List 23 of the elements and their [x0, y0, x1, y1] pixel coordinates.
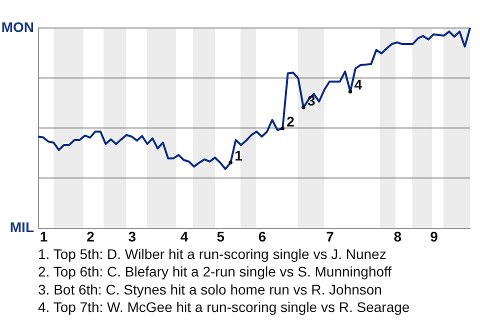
x-tick-label: 3 [128, 228, 136, 244]
x-tick-label: 9 [430, 228, 438, 244]
point [228, 160, 232, 164]
series-label: 2 [286, 113, 295, 130]
text: 3. Bot 6th: C. Stynes hit a solo home run vs R. Johnson [38, 281, 382, 298]
x-tick-label: 6 [258, 228, 266, 244]
x-tick-label: 5 [216, 228, 225, 244]
x-tick-label: 8 [394, 228, 402, 244]
series-label: 4 [354, 76, 362, 93]
point [280, 126, 284, 130]
x-tick-label: 7 [326, 228, 334, 244]
point [302, 106, 306, 110]
x-tick-label: 1 [40, 228, 48, 244]
text: 2. Top 6th: C. Blefary hit a 2-run single vs S. Munninghoff [38, 264, 392, 280]
series-label: 1 [234, 148, 243, 164]
point [348, 90, 352, 94]
text: 1. Top 5th: D. Wilber hit a run-scoring single vs J. Nunez [38, 246, 386, 262]
series-label: 3 [307, 92, 316, 108]
x-tick-label: 4 [180, 228, 188, 244]
text: 4. Top 7th: W. McGee hit a run-scoring single vs R. Searage [38, 299, 410, 316]
text: MON [1, 19, 34, 35]
text: MIL [10, 219, 34, 235]
x-tick-label: 2 [86, 228, 95, 244]
